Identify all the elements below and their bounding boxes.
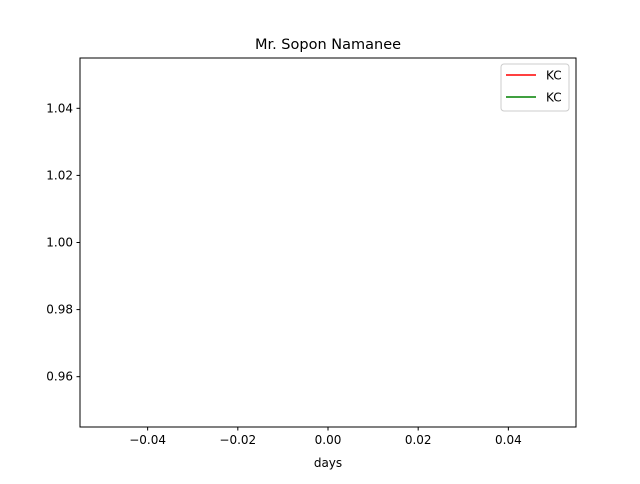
x-tick-label: 0.02 xyxy=(405,433,432,447)
y-tick-label: 1.02 xyxy=(46,168,73,182)
y-tick-label: 1.04 xyxy=(46,101,73,115)
legend-label: KC xyxy=(546,69,562,83)
legend-label: KC xyxy=(546,91,562,105)
legend: KC KC xyxy=(500,63,570,112)
y-axis-ticks: 0.96 0.98 1.00 1.02 1.04 xyxy=(46,101,80,384)
legend-entries: KC KC xyxy=(506,69,562,105)
y-tick-label: 1.00 xyxy=(46,236,73,250)
plot-area-frame xyxy=(79,57,577,428)
x-axis-ticks: −0.04 −0.02 0.00 0.02 0.04 xyxy=(129,427,522,447)
x-tick-label: −0.02 xyxy=(219,433,256,447)
y-tick-label: 0.98 xyxy=(46,303,73,317)
x-tick-label: −0.04 xyxy=(129,433,166,447)
x-tick-label: 0.04 xyxy=(495,433,522,447)
chart-title: Mr. Sopon Namanee xyxy=(255,37,401,53)
x-axis-label: days xyxy=(314,456,342,470)
x-tick-label: 0.00 xyxy=(315,433,342,447)
y-tick-label: 0.96 xyxy=(46,370,73,384)
